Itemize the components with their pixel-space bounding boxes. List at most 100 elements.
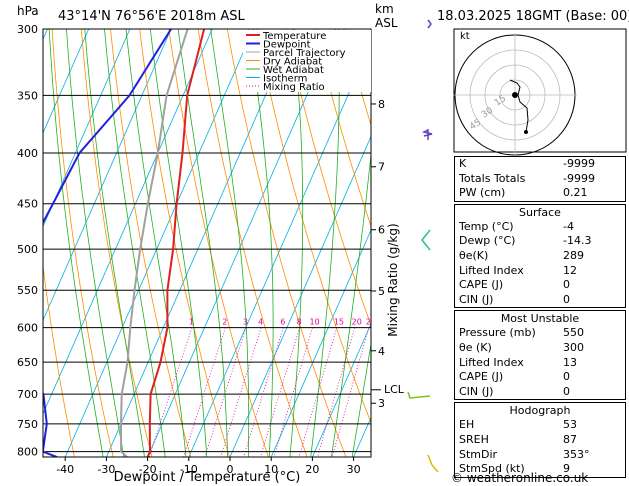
surface-row: Temp (°C) -4 <box>459 219 574 233</box>
km-tick-label: 6 <box>378 224 385 237</box>
pressure-tick-label: 600 <box>17 322 38 335</box>
mixing-ratio-line <box>273 327 313 457</box>
isotherm-line <box>312 322 371 457</box>
pressure-tick-label: 800 <box>17 446 38 459</box>
most-unstable-row: Lifted Index 13 <box>459 355 577 369</box>
most-unstable-row: CAPE (J) 0 <box>459 370 570 384</box>
most-unstable-title: Most Unstable <box>500 312 580 326</box>
surface-row: CAPE (J) 0 <box>459 278 570 292</box>
most-unstable-row: CIN (J) 0 <box>459 384 570 398</box>
legend-item: Parcel Trajectory <box>263 48 346 59</box>
legend-item: Dewpoint <box>263 40 311 51</box>
isotherm-line <box>43 29 131 228</box>
temperature-line <box>146 29 206 457</box>
mixing-ratio-line <box>220 327 262 457</box>
most-unstable-row: Pressure (mb) 550 <box>459 326 584 340</box>
datetime-title: 18.03.2025 18GMT (Base: 00) <box>437 9 629 24</box>
temp-tick-label: -30 <box>97 463 115 476</box>
hodograph-table-title: Hodograph <box>509 404 571 418</box>
hodograph-table-row: StmDir 353° <box>459 447 590 461</box>
isotherm-line <box>106 29 296 457</box>
pressure-tick-label: 350 <box>17 89 38 102</box>
parcel-trajectory-line <box>119 29 189 457</box>
km-tick-label: 3 <box>378 397 385 410</box>
wet-adiabat-line <box>48 29 104 457</box>
mixing-ratio-line <box>317 327 356 457</box>
wet-adiabat-line <box>351 341 371 457</box>
legend-background <box>243 30 371 92</box>
hodograph-table-row: StmSpd (kt) 9 <box>459 462 570 476</box>
legend-item: Temperature <box>262 31 326 42</box>
km-tick-label: 4 <box>378 345 385 358</box>
mixing-ratio-line <box>298 327 338 457</box>
wind-barb-surface <box>427 454 439 473</box>
totals-totals-row: Totals Totals -9999 <box>459 171 595 185</box>
mixing-ratio-line <box>183 327 226 457</box>
temp-tick-label: -10 <box>180 463 198 476</box>
temp-tick-label: 10 <box>264 463 278 476</box>
surface-row: Lifted Index 12 <box>459 263 577 277</box>
mixing-ratio-label: 2 <box>222 318 227 327</box>
mixing-ratio-label: 3 <box>243 318 248 327</box>
dry-adiabat-line <box>343 29 371 127</box>
wind-barb-400 <box>421 128 433 140</box>
wind-barbs <box>407 19 439 473</box>
isotherm-line <box>270 229 371 457</box>
most-unstable-box: Most Unstable Pressure (mb) 550 θe (K) 300 L… <box>454 310 626 401</box>
legend-item: Isotherm <box>263 74 307 85</box>
surface-row: Dewp (°C) -14.3 <box>459 234 592 248</box>
indices-panel: K -9999 Totals Totals -9999 PW (cm) 0.21 Su… <box>454 154 626 478</box>
hodograph <box>453 28 627 157</box>
mixing-ratio-label: 6 <box>280 318 285 327</box>
legend-item: Dry Adiabat <box>263 57 322 68</box>
km-label: km <box>375 2 394 16</box>
temp-tick-label: -40 <box>56 463 74 476</box>
mixing-ratio-label: 1 <box>189 318 194 327</box>
wet-adiabat-line <box>125 29 187 457</box>
km-tick-label: 8 <box>378 98 385 111</box>
dry-adiabat-line <box>80 29 153 457</box>
hodograph-frame <box>453 28 627 153</box>
mixing-ratio-line <box>331 327 370 457</box>
pressure-tick-label: 650 <box>17 356 38 369</box>
mixing-ratio-label: 20 <box>352 318 362 327</box>
hodograph-table-row: SREH 87 <box>459 432 577 446</box>
surface-row: CIN (J) 0 <box>459 292 570 306</box>
asl-label: ASL <box>375 16 398 30</box>
surface-row: θe(K) 289 <box>459 248 584 262</box>
isotherm-line <box>43 29 213 415</box>
pressure-tick-label: 700 <box>17 388 38 401</box>
km-tick-label: 5 <box>378 285 385 298</box>
pressure-tick-label: 300 <box>17 23 38 36</box>
mixing-ratio-label: 8 <box>297 318 302 327</box>
pressure-tick-label: 500 <box>17 243 38 256</box>
legend-item: Wet Adiabat <box>263 65 324 76</box>
hpa-label: hPa <box>17 4 39 18</box>
hodograph-table-row: EH 53 <box>459 418 577 432</box>
pressure-tick-label: 450 <box>17 198 38 211</box>
mixing-ratio-line <box>204 327 247 457</box>
k-index-row: K -9999 <box>459 157 595 170</box>
mixing-ratio-line <box>148 327 193 457</box>
hodograph-table-box: Hodograph EH 53 SREH 87 StmDir 353° StmSpd (kt… <box>454 402 626 478</box>
lcl-label: LCL <box>384 383 405 396</box>
isotherm-line <box>43 29 172 322</box>
x-axis-label: Dewpoint / Temperature (°C) <box>114 470 301 485</box>
hodograph-storm-marker <box>512 92 518 98</box>
pressure-tick-label: 400 <box>17 147 38 160</box>
hodograph-kt-label: kt <box>460 31 470 42</box>
temp-tick-label: 30 <box>347 463 361 476</box>
wind-barb-500 <box>421 229 431 251</box>
location-title: 43°14'N 76°56'E 2018m ASL <box>58 9 246 24</box>
surface-box: Surface Temp (°C) -4 Dewp (°C) -14.3 θe(K) 28… <box>454 203 626 309</box>
footer-credit: © weatheronline.co.uk <box>451 471 588 485</box>
mixing-ratio-label: 4 <box>258 318 263 327</box>
mixing-ratio-label: 10 <box>310 318 320 327</box>
legend-item: Mixing Ratio <box>263 82 325 93</box>
dewpoint-line <box>43 29 172 457</box>
isotherm-line <box>229 135 371 457</box>
mixing-ratio-line <box>243 327 284 457</box>
general-indices-box: K -9999 Totals Totals -9999 PW (cm) 0.21 <box>454 156 626 202</box>
